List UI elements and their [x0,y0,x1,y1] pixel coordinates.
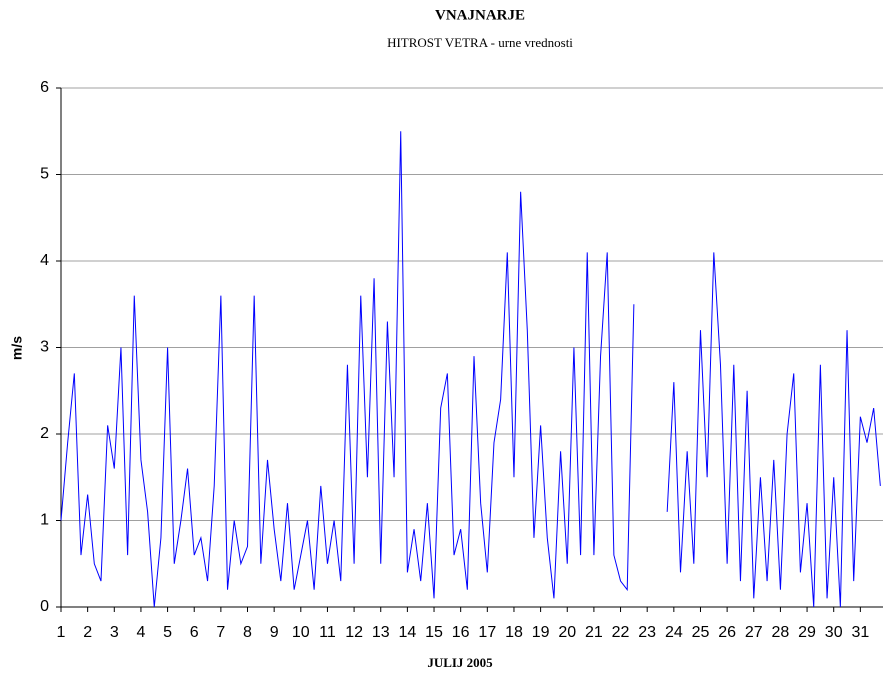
x-tick-label: 19 [532,624,550,641]
x-tick-label: 20 [558,624,576,641]
y-tick-label: 5 [40,166,49,183]
x-tick-label: 21 [585,624,603,641]
x-tick-label: 27 [745,624,763,641]
x-tick-label: 3 [110,624,119,641]
x-tick-label: 1 [57,624,66,641]
x-tick-label: 31 [851,624,869,641]
x-tick-label: 26 [718,624,736,641]
x-tick-label: 9 [270,624,279,641]
y-tick-label: 0 [40,598,49,615]
chart-subtitle: HITROST VETRA - urne vrednosti [387,35,573,50]
x-tick-label: 29 [798,624,816,641]
y-tick-label: 3 [40,339,49,356]
x-tick-label: 24 [665,624,683,641]
y-tick-label: 6 [40,79,49,96]
x-tick-label: 16 [452,624,470,641]
x-tick-label: 17 [478,624,496,641]
y-axis-label: m/s [9,336,25,360]
x-tick-label: 11 [319,624,336,641]
x-tick-label: 12 [345,624,363,641]
chart-title: VNAJNARJE [435,7,525,23]
x-tick-label: 15 [425,624,443,641]
y-tick-label: 4 [40,252,49,269]
x-tick-label: 5 [163,624,172,641]
x-tick-label: 14 [398,624,416,641]
y-tick-label: 2 [40,425,49,442]
data-line [60,131,881,608]
x-tick-label: 10 [292,624,310,641]
y-tick-label: 1 [40,512,49,529]
x-tick-label: 7 [216,624,225,641]
x-tick-label: 13 [372,624,390,641]
x-tick-label: 8 [243,624,252,641]
x-axis-label: JULIJ 2005 [427,655,493,670]
x-tick-label: 22 [612,624,630,641]
x-tick-label: 28 [772,624,790,641]
x-tick-label: 18 [505,624,523,641]
x-tick-label: 25 [692,624,710,641]
x-tick-label: 30 [825,624,843,641]
x-tick-label: 2 [83,624,92,641]
x-tick-label: 4 [136,624,145,641]
x-tick-label: 23 [638,624,656,641]
x-tick-label: 6 [190,624,199,641]
